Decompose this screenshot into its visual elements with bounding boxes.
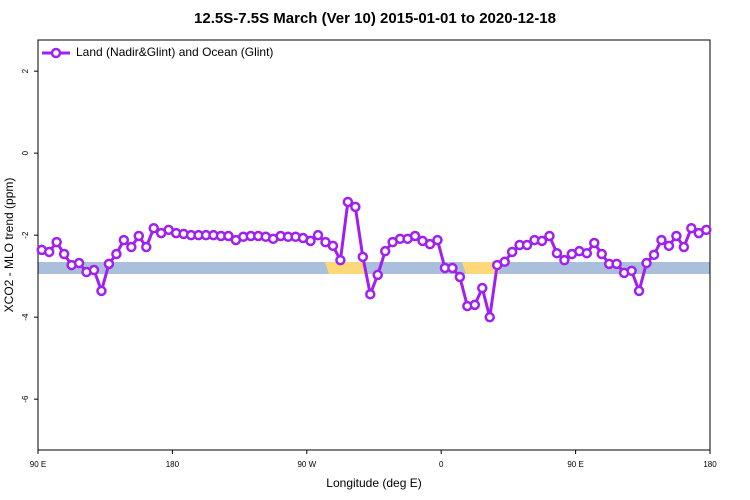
data-point <box>111 248 122 260</box>
data-point <box>312 229 324 241</box>
data-point <box>305 235 316 247</box>
data-point <box>51 236 62 248</box>
data-point <box>372 269 383 281</box>
data-point <box>118 234 130 246</box>
data-point <box>126 241 137 253</box>
data-point <box>499 256 510 268</box>
data-point <box>701 224 712 236</box>
data-point <box>409 230 421 242</box>
data-point <box>656 234 667 246</box>
data-point <box>43 246 55 258</box>
surface-band <box>38 262 710 274</box>
data-point <box>58 248 70 260</box>
data-point <box>641 257 652 269</box>
y-tick-label: 2 <box>21 68 30 73</box>
y-tick-label: -6 <box>21 395 30 403</box>
data-point <box>648 249 660 261</box>
data-point <box>536 235 548 247</box>
data-point <box>148 222 159 234</box>
data-point <box>477 282 488 294</box>
data-point <box>551 247 563 259</box>
x-axis-label: Longitude (deg E) <box>326 476 421 490</box>
data-point <box>671 230 682 242</box>
data-point <box>365 288 376 300</box>
data-point <box>611 258 622 270</box>
x-tick-label: 90 E <box>567 460 583 469</box>
data-point <box>447 262 458 274</box>
data-point <box>454 271 466 283</box>
y-axis-label: XCO2 - MLO trend (ppm) <box>2 178 16 313</box>
data-point <box>596 248 607 260</box>
data-point <box>432 234 443 246</box>
plot-frame <box>37 39 711 451</box>
data-point <box>506 246 518 258</box>
data-point <box>379 245 391 257</box>
y-tick-label: -4 <box>21 313 30 321</box>
data-point <box>663 240 675 252</box>
data-point <box>469 299 481 311</box>
data-point <box>73 257 85 269</box>
land-band <box>462 262 500 274</box>
x-tick-label: 180 <box>703 460 717 469</box>
data-point <box>544 230 555 242</box>
data-point <box>141 241 152 253</box>
data-point <box>559 254 570 266</box>
data-point <box>133 230 145 242</box>
data-point <box>686 222 697 234</box>
data-point <box>626 265 637 277</box>
data-point <box>103 258 115 270</box>
y-tick-label: -2 <box>21 231 30 239</box>
legend-label: Land (Nadir&Glint) and Ocean (Glint) <box>76 45 273 59</box>
data-point <box>96 285 107 297</box>
legend-marker <box>50 47 62 59</box>
data-point <box>424 238 436 250</box>
data-point <box>350 201 361 213</box>
land-band <box>325 262 365 274</box>
data-point <box>335 254 346 266</box>
data-point <box>327 240 339 252</box>
data-point <box>521 239 533 251</box>
data-point <box>581 247 593 259</box>
data-point <box>88 264 100 276</box>
data-point <box>223 230 234 242</box>
x-tick-label: 0 <box>439 460 444 469</box>
x-tick-label: 90 W <box>297 460 316 469</box>
x-tick-label: 180 <box>166 460 180 469</box>
chart-title: 12.5S-7.5S March (Ver 10) 2015-01-01 to … <box>194 10 556 27</box>
data-point <box>589 237 600 249</box>
data-point <box>633 285 645 297</box>
y-tick-label: 0 <box>21 150 30 155</box>
data-point <box>357 251 369 263</box>
x-tick-label: 90 E <box>30 460 46 469</box>
data-point <box>678 241 690 253</box>
data-point <box>342 196 354 208</box>
data-point <box>484 311 495 323</box>
